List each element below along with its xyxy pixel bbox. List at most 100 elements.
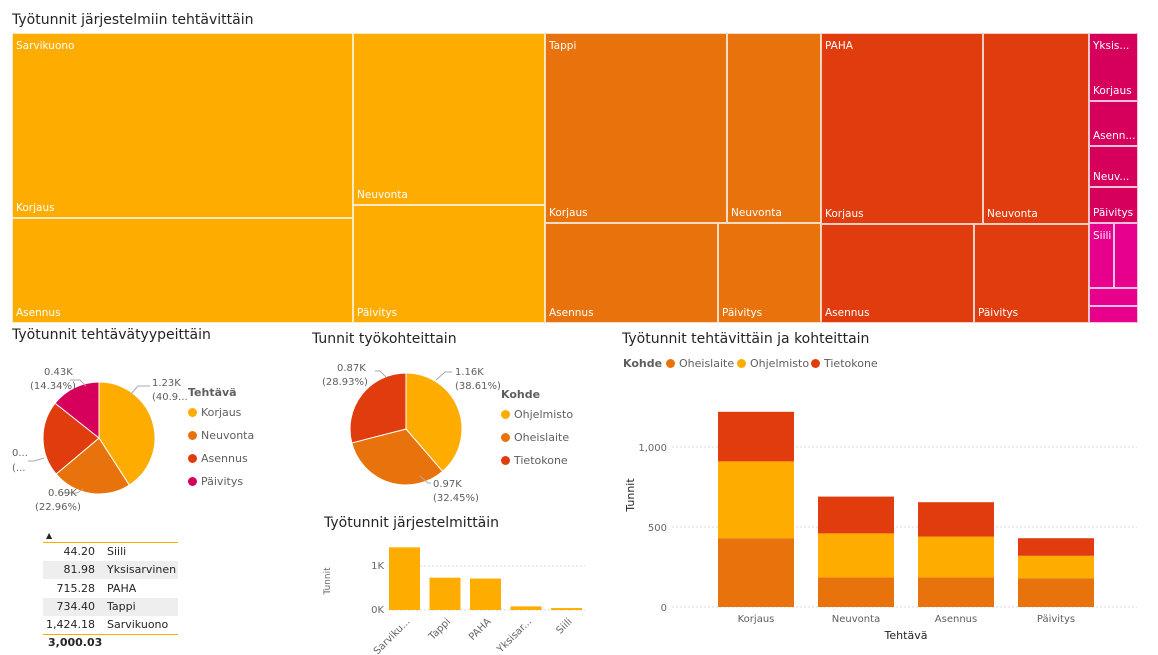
- pie-targets-chart[interactable]: 1.16K (38.61%) 0.97K (32.45%) 0.87K (28.…: [300, 350, 500, 510]
- treemap-cell-tappi-paivitys[interactable]: Päivitys: [718, 223, 821, 323]
- pie-slice-tietokone[interactable]: [349, 372, 407, 444]
- stacked-ylabel: Tunnit: [624, 478, 637, 513]
- treemap[interactable]: Sarvikuono Korjaus Neuvonta Asennus Päiv…: [12, 33, 1138, 323]
- treemap-cell-yksisarvinen-asennus[interactable]: Asenn...: [1089, 101, 1138, 146]
- legend-dot: [188, 454, 197, 463]
- treemap-group-label-sarvikuono: Sarvikuono: [16, 40, 75, 52]
- treemap-cell-sarvikuono-paivitys[interactable]: Päivitys: [353, 205, 545, 323]
- stacked-bar-oheislaite[interactable]: [818, 577, 894, 607]
- stacked-bar-ohjelmisto[interactable]: [718, 461, 794, 539]
- treemap-cell-label: Päivitys: [722, 307, 763, 319]
- pie-slice-oheislaite[interactable]: [351, 428, 444, 486]
- treemap-cell-label: Asennus: [825, 307, 870, 319]
- legend-dot: [501, 456, 510, 465]
- legend-item-neuvonta[interactable]: Neuvonta: [188, 429, 254, 442]
- pie-slice-neuvonta[interactable]: [55, 437, 130, 495]
- table-row[interactable]: 715.28 PAHA: [43, 580, 178, 598]
- bar-x-label: Siili: [554, 616, 574, 636]
- legend-item-oheislaite[interactable]: Oheislaite: [666, 357, 734, 370]
- stacked-ytick: 1,000: [638, 443, 667, 454]
- stacked-bar-tietokone[interactable]: [1018, 538, 1094, 556]
- treemap-cell-paha-neuvonta[interactable]: Neuvonta: [983, 33, 1089, 224]
- table-total-border: [43, 634, 178, 635]
- treemap-cell-sarvikuono-korjaus[interactable]: Sarvikuono Korjaus: [12, 33, 353, 218]
- treemap-cell-tappi-asennus[interactable]: Asennus: [545, 223, 718, 323]
- table-cell-value: 81.98: [63, 563, 96, 576]
- legend-item-oheislaite[interactable]: Oheislaite: [501, 431, 569, 444]
- legend-item-ohjelmisto[interactable]: Ohjelmisto: [501, 408, 573, 421]
- stacked-chart[interactable]: 0 500 1,000 Korjaus Neuvonta Asennus Päivitys…: [600, 380, 1150, 650]
- bar-0[interactable]: [389, 547, 420, 610]
- treemap-cell-yksisarvinen-paivitys[interactable]: Päivitys: [1089, 187, 1138, 223]
- stacked-bar-ohjelmisto[interactable]: [818, 533, 894, 578]
- stacked-bar-oheislaite[interactable]: [718, 538, 794, 607]
- pie-targets-leaders: [375, 370, 452, 484]
- bar-1[interactable]: [429, 577, 461, 610]
- treemap-cell-paha-asennus[interactable]: Asennus: [821, 224, 974, 323]
- treemap-cell-yksisarvinen-korjaus[interactable]: Yksis... Korjaus: [1089, 33, 1138, 101]
- bar-2[interactable]: [470, 578, 501, 610]
- table-row[interactable]: 1,424.18 Sarvikuono: [43, 616, 178, 634]
- legend-item-korjaus[interactable]: Korjaus: [188, 406, 241, 419]
- treemap-cell-sarvikuono-neuvonta[interactable]: Neuvonta: [353, 33, 545, 205]
- treemap-cell-siili-c[interactable]: [1089, 288, 1138, 306]
- stacked-bar-tietokone[interactable]: [718, 411, 794, 462]
- pie-tasks-chart[interactable]: 1.23K (40.9... 0.69K (22.96%) 0... (... …: [0, 350, 300, 520]
- pie-slice-asennus[interactable]: [42, 402, 100, 475]
- stacked-bar-oheislaite[interactable]: [1018, 578, 1094, 607]
- treemap-cell-paha-korjaus[interactable]: PAHA Korjaus: [821, 33, 983, 224]
- stacked-x-label: Korjaus: [738, 614, 775, 625]
- bar-4[interactable]: [551, 608, 582, 610]
- sort-arrow-icon[interactable]: ▲: [46, 531, 53, 540]
- table-cell-name: Tappi: [107, 600, 136, 613]
- legend-label: Tietokone: [514, 454, 568, 467]
- table-row[interactable]: 44.20 Siili: [43, 543, 178, 561]
- pie-slice-ohjelmisto[interactable]: [405, 372, 463, 473]
- pie-slice-paivitys[interactable]: [54, 381, 100, 440]
- treemap-cell-siili-b[interactable]: [1114, 223, 1138, 288]
- treemap-cell-tappi-korjaus[interactable]: Tappi Korjaus: [545, 33, 727, 223]
- pie2-label-ohjelmisto-value: 1.16K: [455, 367, 484, 378]
- table-total: 3,000.03: [48, 636, 103, 649]
- stacked-bar-ohjelmisto[interactable]: [1018, 555, 1094, 579]
- treemap-cell-label: Korjaus: [1093, 85, 1132, 97]
- legend-item-ohjelmisto[interactable]: Ohjelmisto: [737, 357, 809, 370]
- treemap-cell-siili-d[interactable]: [1089, 306, 1138, 323]
- treemap-cell-sarvikuono-asennus[interactable]: Asennus: [12, 218, 353, 323]
- treemap-cell-label: Korjaus: [825, 208, 864, 220]
- stacked-bar-tietokone[interactable]: [818, 496, 894, 534]
- legend-label: Korjaus: [201, 406, 242, 419]
- stacked-bar-tietokone[interactable]: [918, 502, 994, 537]
- legend-item-tietokone[interactable]: Tietokone: [501, 454, 568, 467]
- stacked-bar-ohjelmisto[interactable]: [918, 536, 994, 578]
- pie2-label-oheislaite-value: 0.97K: [433, 479, 462, 490]
- pie-label-asennus-pct: (...: [12, 463, 25, 474]
- table-row[interactable]: 734.40 Tappi: [43, 598, 178, 616]
- legend-item-paivitys[interactable]: Päivitys: [188, 475, 243, 488]
- legend-item-asennus[interactable]: Asennus: [188, 452, 248, 465]
- bar-systems-ytick-0k: 0K: [371, 605, 384, 616]
- stacked-bar-oheislaite[interactable]: [918, 577, 994, 607]
- stacked-legend-title: Kohde: [623, 357, 663, 370]
- treemap-cell-paha-paivitys[interactable]: Päivitys: [974, 224, 1089, 323]
- treemap-cell-label: Neuvonta: [987, 208, 1038, 220]
- treemap-cell-tappi-neuvonta[interactable]: Neuvonta: [727, 33, 821, 223]
- table-row[interactable]: 81.98 Yksisarvinen: [43, 561, 178, 579]
- bar-x-label: Tappi: [426, 616, 453, 643]
- legend-dot: [188, 408, 197, 417]
- bar-systems-chart[interactable]: Tunnit 1K 0K Sarviku... Tappi PAHA Yksisar.…: [320, 535, 590, 655]
- stacked-x-label: Neuvonta: [832, 614, 880, 625]
- legend-item-tietokone[interactable]: Tietokone: [811, 357, 878, 370]
- pie-targets-legend-title: Kohde: [501, 388, 541, 401]
- stacked-title: Työtunnit tehtävittäin ja kohteittain: [622, 331, 870, 347]
- pie2-label-ohjelmisto-pct: (38.61%): [455, 381, 500, 392]
- pie-label-korjaus-pct: (40.9...: [152, 392, 188, 403]
- pie-tasks-leaders: [28, 379, 150, 494]
- bar-systems-ytick-1k: 1K: [371, 561, 384, 572]
- legend-label: Oheislaite: [514, 431, 570, 444]
- bar-3[interactable]: [510, 606, 542, 610]
- treemap-cell-yksisarvinen-neuvonta[interactable]: Neuv...: [1089, 146, 1138, 187]
- treemap-cell-siili-a[interactable]: Siili: [1089, 223, 1114, 288]
- legend-dot: [666, 359, 675, 368]
- pie-label-neuvonta-pct: (22.96%): [35, 502, 81, 513]
